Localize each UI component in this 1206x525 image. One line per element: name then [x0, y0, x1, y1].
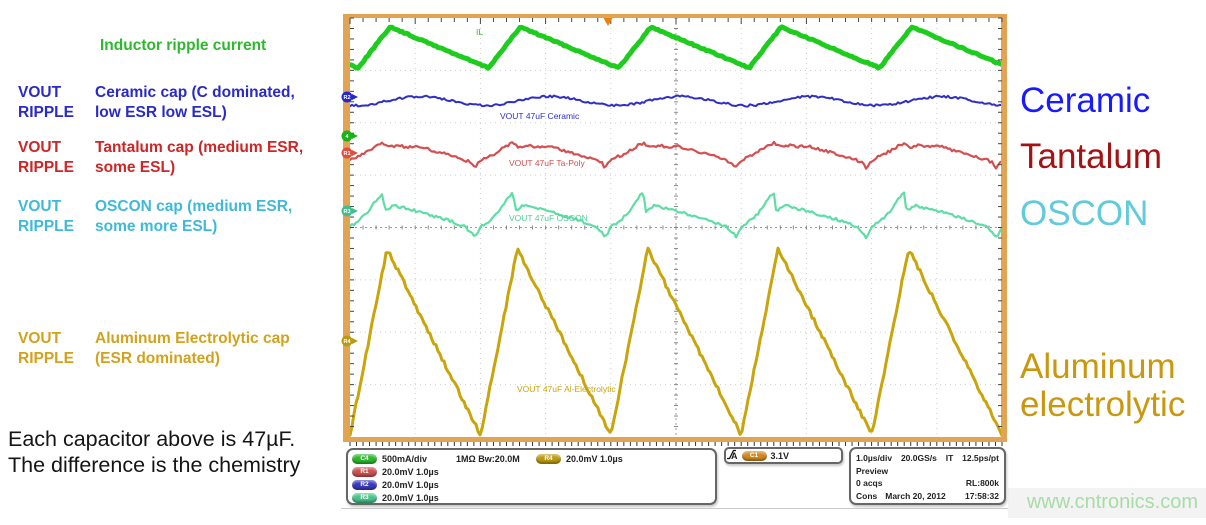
trigger-readout-box: A C1 3.1V: [724, 447, 843, 464]
right-label-tantalum: Tantalum: [1020, 137, 1163, 176]
timebase-line-2: Preview: [856, 465, 889, 476]
graticule-frame-right: [1001, 14, 1007, 442]
trigger-position-marker: [603, 18, 613, 26]
channel-marker-label: R1: [343, 151, 350, 157]
channel-marker-label: R4: [343, 339, 351, 345]
vout-ripple-label: VOUT RIPPLE: [18, 139, 74, 176]
oscilloscope-screenshot: IL VOUT 47uF Ceramic VOUT 47uF Ta-Poly VOUT…: [341, 12, 1008, 510]
channel-scale-r1: 20.0mV 1.0µs: [382, 466, 439, 477]
channel-marker-label: R3: [343, 209, 350, 215]
trace-label: VOUT 47uF Al-Electrolytic: [517, 384, 616, 394]
channel-pill-r1: R1: [352, 466, 377, 477]
channel-marker-arrow: [352, 208, 358, 214]
cap-desc-aluminum: Aluminum Electrolytic cap (ESR dominated): [95, 330, 290, 367]
trace-r1: [348, 140, 1004, 170]
scope-bottom-divider: [341, 508, 1008, 509]
vout-ripple-label: VOUT RIPPLE: [18, 330, 74, 367]
channel-marker-label: R2: [343, 95, 350, 101]
channel-marker-r2: [341, 91, 353, 103]
trace-label: VOUT 47uF Ta-Poly: [509, 158, 585, 168]
trace-label: VOUT 47uF Ceramic: [500, 111, 580, 121]
cap-desc-ceramic: Ceramic cap (C dominated, low ESR low ESL…: [95, 84, 295, 121]
channel-pill-r2: R2: [352, 479, 377, 490]
channel-row-r3: R3 20.0mV 1.0µs: [352, 491, 715, 504]
trace-r3: [348, 191, 1004, 240]
cap-desc-oscon: OSCON cap (medium ESR, some more ESL): [95, 198, 293, 235]
cap-row-ceramic: VOUT RIPPLE Ceramic cap (C dominated, low …: [18, 83, 295, 123]
vout-ripple-label: VOUT RIPPLE: [18, 198, 74, 235]
watermark: www.cntronics.com: [1026, 491, 1198, 513]
channel-marker-r1: [341, 147, 353, 159]
channel-marker-4: [341, 130, 353, 142]
timebase-line-4: Cons March 20, 2012 17:58:32: [856, 490, 999, 501]
channel-marker-arrow: [352, 133, 358, 139]
channel-marker-r4: [341, 335, 353, 347]
trace-r4: [348, 246, 1004, 437]
channel-scale-r3: 20.0mV 1.0µs: [382, 492, 439, 503]
rising-edge-icon: [727, 449, 736, 460]
channel-marker-arrow: [352, 94, 358, 100]
channel-scale-r2: 20.0mV 1.0µs: [382, 479, 439, 490]
right-label-oscon: OSCON: [1020, 194, 1149, 233]
right-label-aluminum: Aluminum electrolytic: [1020, 347, 1186, 424]
graticule-frame-bottom: [343, 437, 1007, 442]
cap-row-aluminum: VOUT RIPPLE Aluminum Electrolytic cap (ESR…: [18, 329, 290, 369]
channel-row-r1: R1 20.0mV 1.0µs: [352, 465, 715, 478]
channel-readout-box: C4 500mA/div 1MΩ Bw:20.0M R4 20.0mV 1.0µ…: [346, 448, 717, 505]
cap-row-oscon: VOUT RIPPLE OSCON cap (medium ESR, some mo…: [18, 197, 292, 237]
trigger-mode: A: [731, 450, 738, 461]
trace-label: IL: [476, 27, 483, 37]
channel-marker-label: 4: [345, 134, 349, 140]
channel-pill-r3: R3: [352, 492, 377, 503]
channel-scale-c4: 500mA/div: [382, 453, 428, 464]
timebase-line-1: 1.0µs/div 20.0GS/s IT 12.5ps/pt: [856, 453, 999, 463]
channel-marker-arrow: [352, 150, 358, 156]
timebase-line-3: 0 acqs RL:800k: [856, 478, 999, 488]
inductor-ripple-title: Inductor ripple current: [100, 37, 267, 54]
channel-impedance-c4: 1MΩ Bw:20.0M: [456, 453, 520, 464]
watermark-band: [1008, 488, 1206, 518]
channel-marker-r3: [341, 205, 353, 217]
channel-row-r4: R4 20.0mV 1.0µs: [536, 453, 623, 464]
scope-graticule: IL VOUT 47uF Ceramic VOUT 47uF Ta-Poly VOUT…: [341, 12, 1008, 446]
channel-row-c4: C4 500mA/div 1MΩ Bw:20.0M R4 20.0mV 1.0µ…: [352, 452, 715, 465]
channel-pill-c4: C4: [352, 453, 377, 464]
timebase-readout-box: 1.0µs/div 20.0GS/s IT 12.5ps/pt Preview …: [849, 447, 1006, 505]
channel-pill-r4: R4: [536, 453, 561, 464]
channel-scale-r4: 20.0mV 1.0µs: [566, 453, 623, 464]
trace-il: [347, 24, 1005, 71]
vout-ripple-label: VOUT RIPPLE: [18, 84, 74, 121]
right-label-ceramic: Ceramic: [1020, 81, 1151, 120]
footer-note: Each capacitor above is 47µF. The differ…: [8, 427, 301, 477]
graticule-frame-left: [343, 14, 350, 442]
trace-label: VOUT 47uF OSCON: [509, 213, 588, 223]
trigger-level: 3.1V: [770, 450, 790, 461]
channel-row-r2: R2 20.0mV 1.0µs: [352, 478, 715, 491]
cap-desc-tantalum: Tantalum cap (medium ESR, some ESL): [95, 139, 304, 176]
channel-marker-arrow: [352, 338, 358, 344]
cap-row-tantalum: VOUT RIPPLE Tantalum cap (medium ESR, some…: [18, 138, 303, 178]
graticule-frame-top: [343, 14, 1006, 18]
trigger-source-pill: C1: [741, 450, 767, 461]
trace-r2: [349, 94, 1003, 108]
